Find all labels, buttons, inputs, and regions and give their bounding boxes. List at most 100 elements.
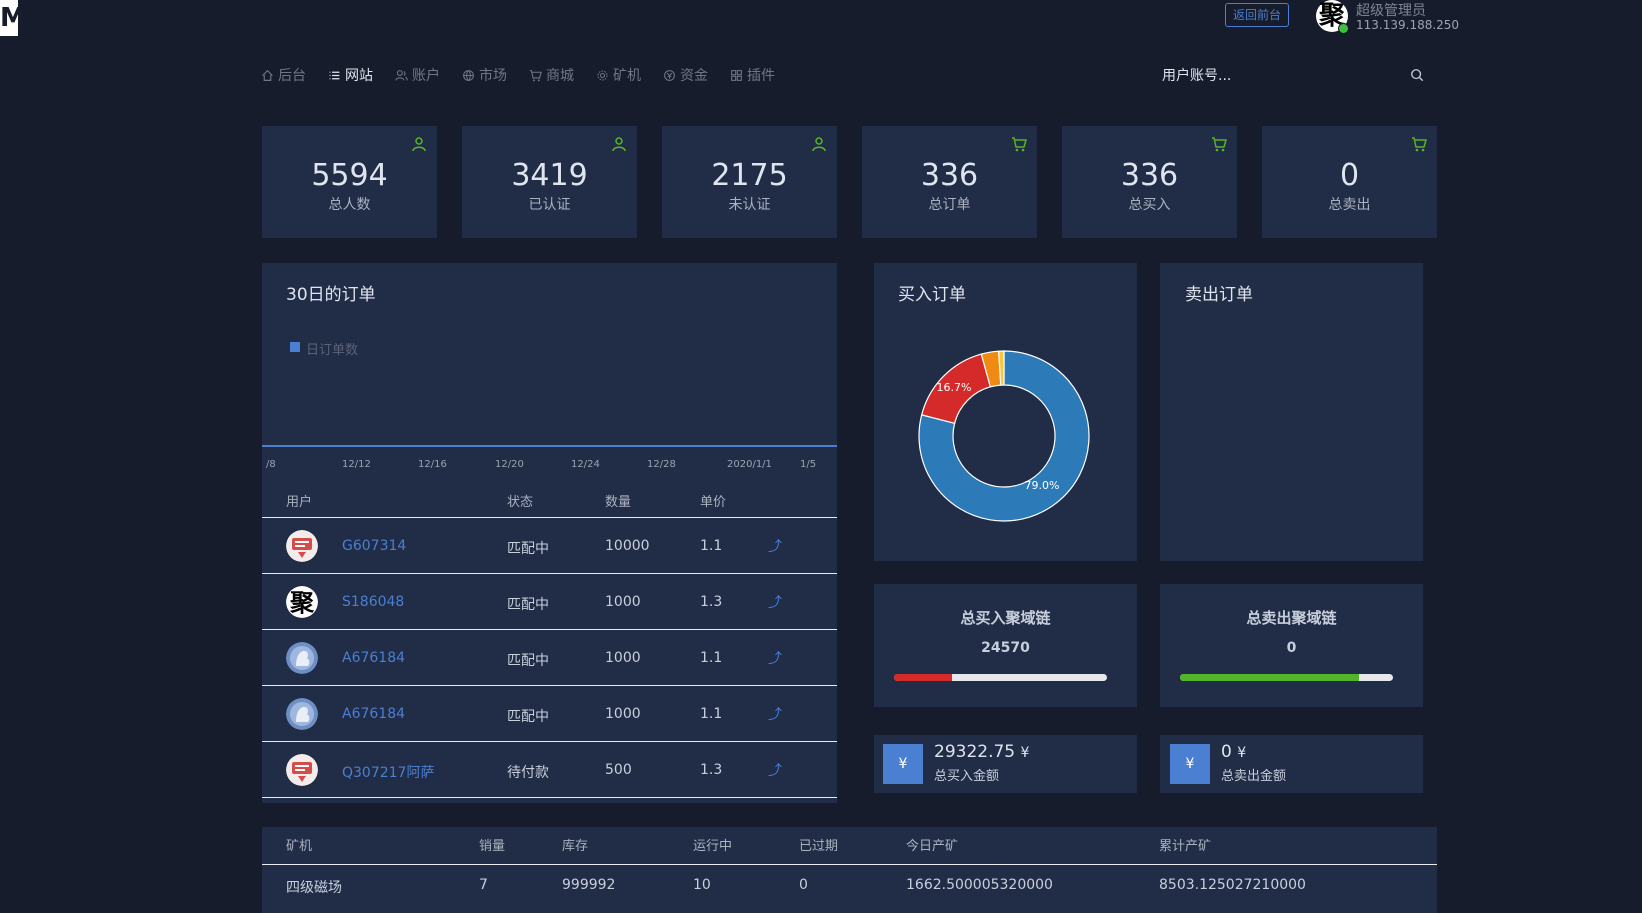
buy-chain-value: 24570: [981, 640, 1030, 656]
user-icon: [612, 137, 626, 152]
home-icon: [262, 69, 273, 81]
user-link[interactable]: G607314: [342, 538, 407, 554]
open-detail-icon[interactable]: ⤴: [768, 651, 782, 667]
miners-col-header: 运行中: [693, 839, 733, 854]
order-price: 1.1: [700, 538, 723, 554]
main-nav: 后台 网站 账户 市场 商城 矿机 资金 插件: [261, 65, 775, 85]
order-qty: 1000: [605, 650, 641, 666]
order-price: 1.1: [700, 706, 723, 722]
search-icon[interactable]: [1410, 68, 1424, 82]
stat-value: 5594: [311, 158, 388, 193]
nav-label: 资金: [680, 68, 708, 84]
user-link[interactable]: Q307217阿萨: [342, 765, 435, 781]
stat-label: 已认证: [528, 197, 571, 213]
order-status: 匹配中: [507, 597, 549, 613]
sell-chain-progress: [1180, 674, 1393, 681]
legend-label[interactable]: 日订单数: [306, 343, 359, 358]
col-header-user: 用户: [286, 495, 313, 510]
yen-icon: ¥: [883, 744, 923, 784]
order-status: 待付款: [507, 765, 549, 781]
divider: [262, 685, 837, 686]
nav-label: 后台: [278, 68, 306, 84]
buy-orders-donut-chart: 79.0% 16.7%: [918, 350, 1090, 522]
open-detail-icon[interactable]: ⤴: [768, 763, 782, 779]
buy-amount-unit: ¥: [1020, 745, 1030, 761]
table-row: Q307217阿萨 待付款 500 1.3 ⤴: [262, 742, 837, 798]
order-price: 1.3: [700, 594, 723, 610]
order-status: 匹配中: [507, 541, 549, 557]
sell-chain-value: 0: [1286, 640, 1297, 656]
orders-panel-title: 30日的订单: [286, 285, 376, 305]
stat-label: 总订单: [928, 197, 971, 213]
buy-chain-card: [874, 584, 1137, 707]
nav-item-miners[interactable]: 矿机: [596, 65, 641, 85]
divider: [262, 864, 1437, 865]
miners-col-header: 今日产矿: [906, 839, 959, 854]
divider: [262, 741, 837, 742]
nav-label: 账户: [412, 68, 440, 84]
user-icon: [812, 137, 826, 152]
col-header-status: 状态: [507, 495, 534, 510]
buy-chain-progress-fill: [894, 674, 952, 681]
admin-avatar[interactable]: 聚: [1316, 0, 1348, 32]
sell-amount-unit: ¥: [1237, 745, 1247, 761]
user-link[interactable]: S186048: [342, 594, 405, 610]
cart-icon: [1412, 137, 1427, 152]
nav-item-website[interactable]: 网站: [328, 65, 373, 85]
donut-slice[interactable]: [998, 350, 1005, 386]
open-detail-icon[interactable]: ⤴: [768, 707, 782, 723]
sell-chain-title: 总卖出聚域链: [1246, 609, 1337, 627]
nav-item-funds[interactable]: 资金: [663, 65, 708, 85]
open-detail-icon[interactable]: ⤴: [768, 539, 782, 555]
nav-item-plugins[interactable]: 插件: [730, 65, 775, 85]
miners-col-header: 矿机: [286, 839, 313, 854]
stat-label: 未认证: [728, 197, 771, 213]
nav-item-accounts[interactable]: 账户: [395, 65, 440, 85]
stat-value: 2175: [711, 158, 788, 193]
daily-orders-chart: /8 12/12 12/16 12/20 12/24 12/28 2020/1/1 1/5: [262, 445, 837, 470]
stat-value: 336: [1120, 158, 1179, 193]
order-qty: 1000: [605, 594, 641, 610]
stat-label: 总买入: [1128, 197, 1171, 213]
order-price: 1.1: [700, 650, 723, 666]
nav-item-backend[interactable]: 后台: [261, 65, 306, 85]
x-tick-label: 12/20: [495, 459, 524, 470]
admin-name: 超级管理员: [1356, 3, 1426, 19]
site-logo[interactable]: M: [0, 0, 18, 36]
nav-item-shop[interactable]: 商城: [529, 65, 574, 85]
stat-card-total-users: 5594 总人数: [262, 126, 437, 238]
nav-item-market[interactable]: 市场: [462, 65, 507, 85]
stat-card-total-sell: 0 总卖出: [1262, 126, 1437, 238]
globe-icon: [463, 69, 474, 81]
online-status-dot: [1338, 23, 1349, 34]
x-tick-label: 12/28: [647, 459, 676, 470]
user-avatar: [286, 642, 318, 674]
donut-slice[interactable]: [918, 350, 1090, 522]
x-tick-label: 2020/1/1: [727, 459, 772, 470]
col-header-price: 单价: [700, 495, 727, 510]
user-link[interactable]: A676184: [342, 650, 406, 666]
miners-cell: 0: [799, 877, 808, 893]
divider: [262, 517, 837, 518]
miners-col-header: 已过期: [799, 839, 839, 854]
back-to-front-button[interactable]: 返回前台: [1225, 3, 1290, 27]
stat-value: 3419: [511, 158, 588, 193]
nav-label: 矿机: [613, 68, 641, 84]
buy-orders-title: 买入订单: [898, 285, 966, 305]
list-icon: [329, 71, 340, 79]
cart-icon: [529, 69, 542, 81]
open-detail-icon[interactable]: ⤴: [768, 595, 782, 611]
miners-cell: 10: [693, 877, 711, 893]
miners-col-header: 库存: [562, 839, 589, 854]
buy-amount-label: 总买入金额: [934, 769, 1000, 784]
order-qty: 1000: [605, 706, 641, 722]
nav-label: 插件: [747, 68, 775, 84]
user-link[interactable]: A676184: [342, 706, 406, 722]
money-icon: [664, 69, 675, 81]
search-input[interactable]: [1160, 63, 1424, 89]
miners-cell: 7: [479, 877, 488, 893]
stat-value: 0: [1339, 158, 1360, 193]
grid-icon: [731, 69, 742, 81]
table-row: G607314 匹配中 10000 1.1 ⤴: [262, 518, 837, 574]
stat-card-unverified: 2175 未认证: [662, 126, 837, 238]
